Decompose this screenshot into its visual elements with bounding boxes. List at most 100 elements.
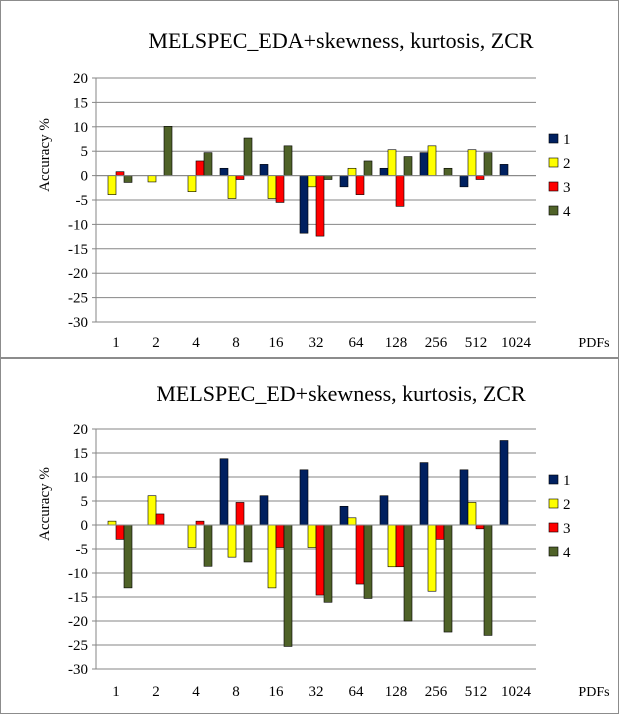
bar-series-2-cat-32 xyxy=(307,524,317,548)
bar-chart-bottom: MELSPEC_ED+skewness, kurtosis, ZCR Accura… xyxy=(37,381,610,700)
bar-series-3-cat-2 xyxy=(155,513,165,526)
bar-series-3-cat-16 xyxy=(275,175,285,203)
bar-series-3-cat-128 xyxy=(395,524,405,568)
bar-series-2-cat-16 xyxy=(267,524,277,589)
bar-series-1-cat-1024 xyxy=(499,164,509,176)
x-tick-label: 4 xyxy=(192,684,200,700)
bar-series-4-cat-8 xyxy=(243,524,253,563)
bar-series-4-cat-2 xyxy=(163,126,173,176)
bar-series-4-cat-1 xyxy=(123,175,133,183)
bar-series-2-cat-512 xyxy=(467,502,477,526)
bar-series-2-cat-2 xyxy=(147,495,157,526)
legend-label-4: 4 xyxy=(563,545,571,561)
bar-series-1-cat-16 xyxy=(259,495,269,526)
legend-swatch-3 xyxy=(548,522,559,533)
chart-title: MELSPEC_EDA+skewness, kurtosis, ZCR xyxy=(148,28,534,53)
bar-series-3-cat-8 xyxy=(235,175,245,180)
y-tick-label: 20 xyxy=(73,422,88,438)
bar-series-1-cat-64 xyxy=(339,175,349,188)
bar-series-4-cat-1 xyxy=(123,524,133,589)
legend-label-1: 1 xyxy=(563,132,571,148)
bar-series-1-cat-256 xyxy=(419,152,429,176)
y-tick-label: 0 xyxy=(81,518,89,534)
x-tick-label: 1024 xyxy=(501,684,532,700)
y-tick-label: 0 xyxy=(81,169,89,185)
x-tick-label: 8 xyxy=(232,684,240,700)
legend-label-1: 1 xyxy=(563,473,571,489)
y-tick-label: -30 xyxy=(68,662,88,678)
bar-series-2-cat-1 xyxy=(107,175,117,195)
x-tick-label: 128 xyxy=(385,684,408,700)
bar-series-2-cat-512 xyxy=(467,149,477,176)
x-tick-label: 256 xyxy=(425,335,448,351)
bar-series-3-cat-64 xyxy=(355,524,365,585)
bar-series-3-cat-128 xyxy=(395,175,405,207)
x-axis-title: PDFs xyxy=(578,685,609,700)
bar-series-3-cat-32 xyxy=(315,175,325,237)
bar-series-4-cat-256 xyxy=(443,524,453,633)
y-tick-label: -5 xyxy=(76,542,89,558)
bar-series-1-cat-256 xyxy=(419,462,429,526)
y-tick-label: 15 xyxy=(73,446,88,462)
y-tick-label: -25 xyxy=(68,638,88,654)
legend-label-3: 3 xyxy=(563,180,571,196)
legend-label-4: 4 xyxy=(563,204,571,220)
bar-series-2-cat-32 xyxy=(307,175,317,188)
bar-series-3-cat-4 xyxy=(195,160,205,176)
bar-series-1-cat-64 xyxy=(339,505,349,526)
bar-series-2-cat-4 xyxy=(187,524,197,548)
bar-series-2-cat-1 xyxy=(107,520,117,526)
x-tick-label: 32 xyxy=(309,684,324,700)
bar-series-2-cat-64 xyxy=(347,167,357,176)
y-tick-label: -15 xyxy=(68,242,88,258)
legend-swatch-1 xyxy=(548,474,559,485)
bar-series-4-cat-16 xyxy=(283,524,293,647)
y-tick-label: 5 xyxy=(81,144,89,160)
y-tick-label: 10 xyxy=(73,120,88,136)
x-tick-label: 8 xyxy=(232,335,240,351)
bar-series-3-cat-16 xyxy=(275,524,285,548)
bar-series-2-cat-256 xyxy=(427,524,437,592)
bar-series-1-cat-16 xyxy=(259,164,269,176)
bar-series-3-cat-1 xyxy=(115,171,125,176)
bar-series-1-cat-128 xyxy=(379,495,389,526)
bar-series-1-cat-1024 xyxy=(499,440,509,526)
bar-series-1-cat-32 xyxy=(299,469,309,526)
legend-swatch-2 xyxy=(548,157,559,168)
x-tick-label: 128 xyxy=(385,335,408,351)
bar-series-2-cat-16 xyxy=(267,175,277,199)
bar-series-4-cat-512 xyxy=(483,152,493,176)
bar-series-3-cat-4 xyxy=(195,520,205,526)
bar-series-1-cat-128 xyxy=(379,167,389,176)
bar-chart-top: MELSPEC_EDA+skewness, kurtosis, ZCR Accur… xyxy=(37,28,610,351)
y-tick-label: 5 xyxy=(81,494,89,510)
chart-panel-bottom: MELSPEC_ED+skewness, kurtosis, ZCR Accura… xyxy=(0,358,619,714)
bar-series-2-cat-2 xyxy=(147,175,157,183)
x-tick-label: 512 xyxy=(465,684,488,700)
bar-series-1-cat-32 xyxy=(299,175,309,234)
legend-swatch-4 xyxy=(548,205,559,216)
x-tick-label: 1 xyxy=(112,335,120,351)
bar-series-1-cat-512 xyxy=(459,175,469,188)
bar-series-2-cat-64 xyxy=(347,517,357,526)
bar-series-4-cat-128 xyxy=(403,156,413,176)
bar-series-3-cat-512 xyxy=(475,175,485,180)
bar-series-4-cat-64 xyxy=(363,160,373,176)
legend-label-2: 2 xyxy=(563,497,571,513)
bar-series-1-cat-512 xyxy=(459,469,469,526)
x-tick-label: 16 xyxy=(269,684,285,700)
y-tick-label: -25 xyxy=(68,291,88,307)
y-tick-label: -20 xyxy=(68,266,88,282)
y-tick-label: 20 xyxy=(73,71,88,87)
chart-title: MELSPEC_ED+skewness, kurtosis, ZCR xyxy=(156,381,526,406)
bar-series-3-cat-32 xyxy=(315,524,325,596)
bar-series-4-cat-64 xyxy=(363,524,373,599)
y-tick-label: -20 xyxy=(68,614,88,630)
y-tick-label: -10 xyxy=(68,566,88,582)
bar-series-1-cat-8 xyxy=(219,167,229,176)
y-tick-label: -10 xyxy=(68,217,88,233)
y-axis-label: Accuracy % xyxy=(37,118,53,192)
bar-series-4-cat-8 xyxy=(243,137,253,176)
chart-panel-top: MELSPEC_EDA+skewness, kurtosis, ZCR Accur… xyxy=(0,0,619,358)
legend-label-3: 3 xyxy=(563,521,571,537)
